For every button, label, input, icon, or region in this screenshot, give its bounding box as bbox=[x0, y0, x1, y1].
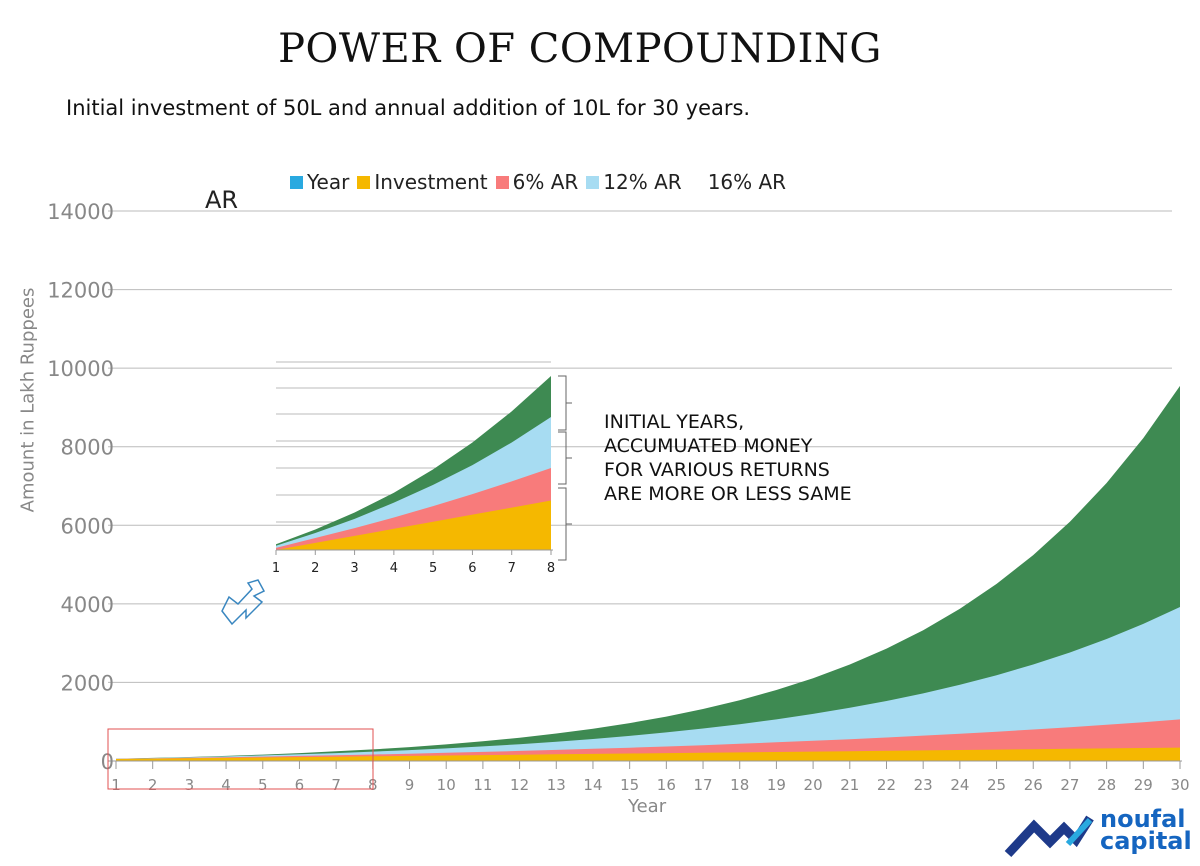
inset-area-investment bbox=[276, 500, 551, 550]
inset-bracket bbox=[558, 375, 567, 431]
area-16-ar bbox=[116, 385, 1180, 761]
logo-word-noufal: noufal bbox=[1100, 805, 1186, 833]
x-tick-label: 10 bbox=[437, 776, 456, 794]
x-tick-label: 3 bbox=[185, 776, 195, 794]
legend-swatch-investment bbox=[357, 175, 371, 189]
logo-word-capital: capital bbox=[1100, 827, 1192, 855]
legend-label-16pct: 16% AR bbox=[707, 170, 787, 194]
x-tick-label: 14 bbox=[583, 776, 602, 794]
inset-x-tick-label: 5 bbox=[429, 561, 437, 576]
legend-swatch-12pct bbox=[586, 175, 600, 189]
logo-text: noufal capital bbox=[1100, 805, 1192, 855]
legend-swatch-year bbox=[290, 175, 303, 189]
inset-bracket bbox=[558, 487, 567, 561]
x-tick-label: 13 bbox=[547, 776, 566, 794]
x-tick-label: 6 bbox=[295, 776, 305, 794]
legend-item-6pct: 6% AR bbox=[495, 170, 579, 194]
legend-label-year: Year bbox=[307, 170, 350, 194]
x-tick-label: 26 bbox=[1024, 776, 1043, 794]
area-investment bbox=[116, 747, 1180, 761]
x-tick-label: 24 bbox=[950, 776, 969, 794]
inset-x-tick-label: 2 bbox=[311, 561, 319, 576]
legend-swatch-6pct bbox=[495, 175, 509, 189]
inset-x-tick-label: 8 bbox=[547, 561, 555, 576]
x-tick-label: 20 bbox=[804, 776, 823, 794]
x-tick-label: 15 bbox=[620, 776, 639, 794]
inset-x-tick-label: 6 bbox=[468, 561, 476, 576]
logo: noufal capital bbox=[1004, 805, 1194, 860]
inset-chart: 1 2 3 4 5 6 7 8 bbox=[272, 361, 572, 576]
y-tick-label: 0 bbox=[101, 750, 114, 774]
legend-item-investment: Investment bbox=[357, 170, 488, 194]
y-tick-label: 6000 bbox=[61, 514, 114, 538]
legend: Year Investment 6% AR 12% AR 16% AR bbox=[290, 170, 786, 194]
x-tick-label: 18 bbox=[730, 776, 749, 794]
legend-label-12pct: 12% AR bbox=[603, 170, 682, 194]
inset-x-tick-label: 3 bbox=[350, 561, 358, 576]
inset-x-tick-label: 4 bbox=[390, 561, 398, 576]
x-axis-label: Year bbox=[628, 796, 667, 817]
logo-mark-icon bbox=[1004, 815, 1094, 858]
legend-label-6pct: 6% AR bbox=[512, 170, 579, 194]
y-tick-label: 10000 bbox=[47, 357, 114, 381]
legend-item-year: Year bbox=[290, 170, 349, 194]
x-tick-label: 29 bbox=[1134, 776, 1153, 794]
x-tick-label: 25 bbox=[987, 776, 1006, 794]
x-tick-label: 1 bbox=[111, 776, 121, 794]
chart-title: POWER OF COMPOUNDING bbox=[278, 26, 882, 72]
legend-label-investment: Investment bbox=[374, 170, 488, 194]
inset-x-tick-label: 1 bbox=[272, 561, 280, 576]
y-tick-label: 8000 bbox=[61, 436, 114, 460]
stray-ar-label: AR bbox=[205, 186, 239, 214]
x-tick-label: 16 bbox=[657, 776, 676, 794]
x-tick-label: 28 bbox=[1097, 776, 1116, 794]
x-tick-labels: 1 2 3 4 5 6 7 8 9 10 11 12 13 14 15 16 17 18 19 20 21 22 23 24 2… bbox=[111, 761, 1190, 794]
area-series bbox=[108, 385, 1182, 762]
x-tick-label: 12 bbox=[510, 776, 529, 794]
legend-item-16pct: 16% AR bbox=[708, 170, 786, 194]
x-tick-label: 2 bbox=[148, 776, 158, 794]
annotation-note: INITIAL YEARS, ACCUMUATED MONEY FOR VARI… bbox=[604, 411, 852, 505]
inset-x-tick-label: 7 bbox=[508, 561, 516, 576]
x-tick-label: 19 bbox=[767, 776, 786, 794]
x-tick-label: 4 bbox=[221, 776, 231, 794]
x-tick-label: 11 bbox=[473, 776, 492, 794]
y-tick-label: 14000 bbox=[47, 200, 114, 224]
arrow-icon bbox=[221, 579, 266, 626]
legend-item-12pct: 12% AR bbox=[586, 170, 682, 194]
inset-bracket bbox=[558, 431, 567, 485]
x-tick-label: 7 bbox=[331, 776, 341, 794]
x-tick-label: 5 bbox=[258, 776, 268, 794]
x-tick-label: 27 bbox=[1060, 776, 1079, 794]
y-tick-label: 4000 bbox=[61, 593, 114, 617]
y-tick-label: 12000 bbox=[47, 279, 114, 303]
area-12-ar bbox=[116, 607, 1180, 761]
x-tick-label: 22 bbox=[877, 776, 896, 794]
highlight-box bbox=[107, 728, 374, 790]
y-tick-label: 2000 bbox=[61, 671, 114, 695]
x-tick-label: 23 bbox=[914, 776, 933, 794]
chart-subtitle: Initial investment of 50L and annual add… bbox=[66, 96, 751, 120]
x-tick-label: 21 bbox=[840, 776, 859, 794]
x-tick-label: 30 bbox=[1170, 776, 1189, 794]
x-tick-label: 17 bbox=[693, 776, 712, 794]
grid-lines bbox=[108, 210, 1172, 683]
y-tick-labels: 0 2000 4000 6000 8000 10000 12000 14000 bbox=[47, 200, 114, 774]
x-tick-label: 9 bbox=[405, 776, 415, 794]
